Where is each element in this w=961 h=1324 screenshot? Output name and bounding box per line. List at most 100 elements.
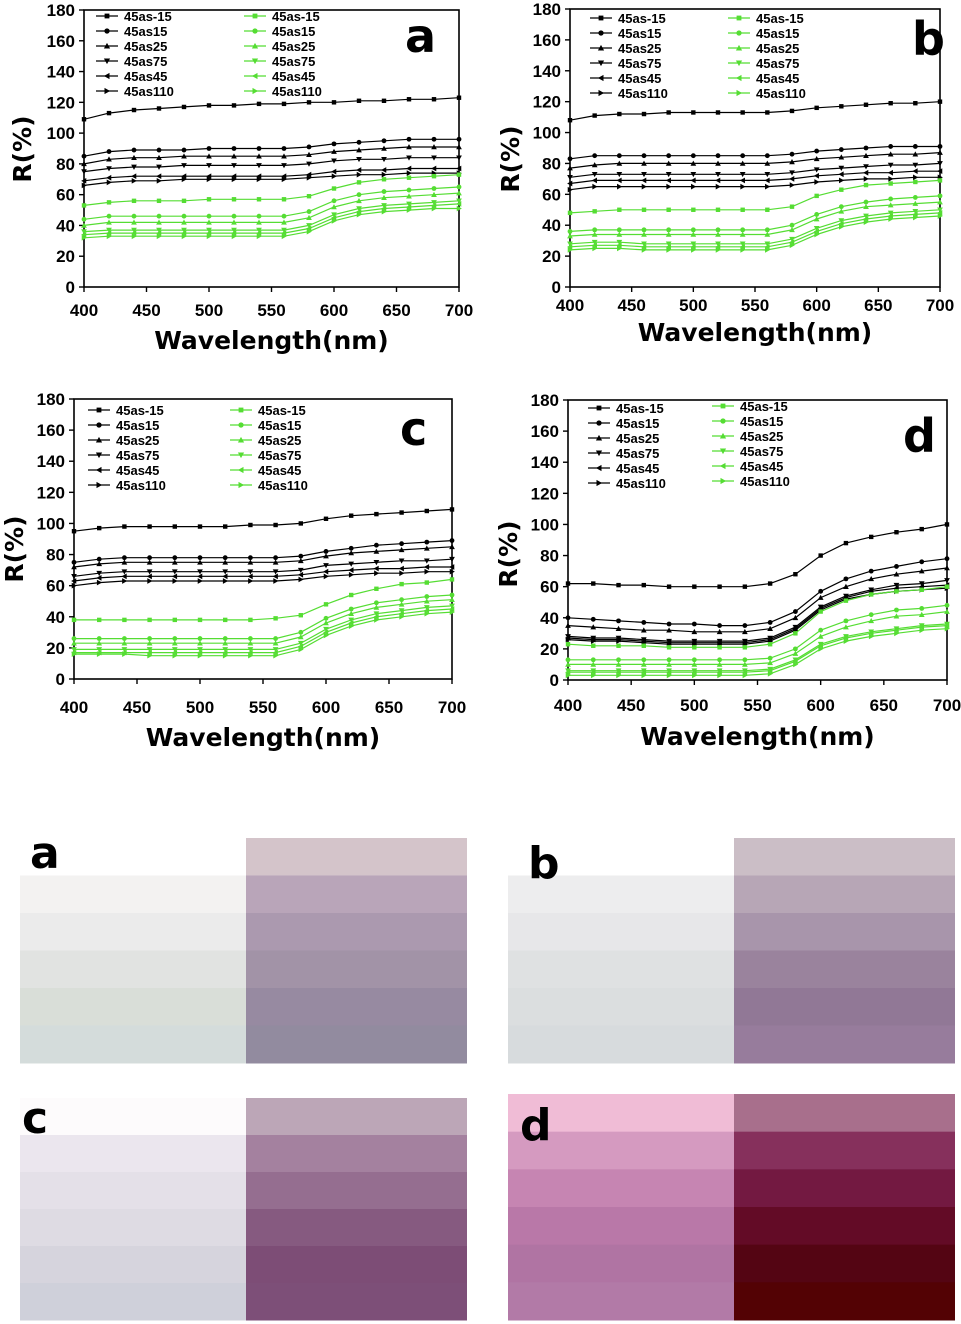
data-point <box>691 183 697 190</box>
data-point <box>348 606 354 612</box>
data-point <box>666 207 671 212</box>
data-point <box>814 211 820 217</box>
data-point <box>181 213 187 219</box>
legend-label: 45as45 <box>618 71 661 86</box>
data-point <box>740 227 746 233</box>
data-point <box>197 649 203 656</box>
series-line <box>73 546 453 568</box>
data-point <box>306 144 312 150</box>
swatch-right-row <box>734 913 955 951</box>
data-point <box>641 241 647 247</box>
legend-label: 45as110 <box>272 84 322 99</box>
chart-a: 400 450 500 550 600 650 700 0 20 40 60 80 100 120 140 1… <box>8 1 473 355</box>
data-point <box>273 522 278 528</box>
data-point <box>231 163 237 169</box>
data-point <box>715 241 721 247</box>
data-point <box>567 118 573 123</box>
legend-label: 45as110 <box>116 478 166 493</box>
legend-label: 45as25 <box>616 431 659 446</box>
data-point <box>456 184 462 190</box>
data-point <box>715 243 721 250</box>
data-point <box>431 200 437 206</box>
legend-marker <box>251 42 259 49</box>
data-point <box>792 650 799 656</box>
data-point <box>298 613 303 618</box>
data-point <box>197 569 203 575</box>
data-point <box>206 197 212 202</box>
data-point <box>298 521 303 526</box>
data-point <box>356 211 362 218</box>
data-point <box>146 569 153 575</box>
data-point <box>717 584 722 589</box>
y-tick-label: 160 <box>531 422 559 441</box>
data-point <box>297 571 304 578</box>
data-point <box>106 156 112 162</box>
data-point <box>222 652 229 659</box>
series-line <box>568 611 948 665</box>
legend-marker <box>735 60 743 67</box>
data-point <box>715 171 721 178</box>
data-point <box>106 110 112 116</box>
data-point <box>81 222 87 228</box>
data-point <box>717 645 722 650</box>
data-point <box>641 672 647 679</box>
data-point <box>863 169 869 176</box>
data-point <box>868 612 874 618</box>
data-point <box>742 657 748 663</box>
data-point <box>944 625 950 632</box>
data-point <box>81 153 87 159</box>
series-line <box>569 145 940 160</box>
data-point <box>406 207 412 213</box>
data-point <box>592 209 597 214</box>
data-point <box>592 113 597 118</box>
data-point <box>641 643 646 648</box>
data-point <box>887 169 893 176</box>
data-point <box>349 592 354 598</box>
data-point <box>813 172 819 179</box>
swatch-left-row <box>20 1283 246 1321</box>
data-point <box>272 569 279 575</box>
legend-marker <box>252 28 258 34</box>
data-point <box>399 597 405 603</box>
data-point <box>641 582 646 588</box>
data-point <box>863 102 869 107</box>
data-point <box>690 177 696 184</box>
data-point <box>172 524 177 529</box>
data-point <box>431 205 437 212</box>
data-point <box>256 146 262 151</box>
data-point <box>381 177 387 182</box>
data-point <box>937 99 943 104</box>
data-point <box>323 620 329 626</box>
data-point <box>197 640 203 646</box>
data-point <box>96 556 102 562</box>
data-point <box>912 144 918 149</box>
data-point <box>106 179 112 186</box>
x-tick-label: 400 <box>60 698 88 717</box>
data-point <box>764 243 770 250</box>
data-point <box>449 538 455 543</box>
data-point <box>431 155 437 161</box>
data-point <box>937 193 943 199</box>
data-point <box>247 640 254 646</box>
data-point <box>424 568 430 575</box>
data-point <box>331 204 337 210</box>
data-point <box>742 628 748 635</box>
legend-label: 45as15 <box>616 416 659 431</box>
legend-marker <box>251 58 259 65</box>
y-tick-label: 0 <box>56 670 65 689</box>
data-point <box>640 669 647 676</box>
data-point <box>937 168 943 175</box>
data-point <box>715 207 721 212</box>
series-45as45-green <box>565 622 950 676</box>
data-point <box>863 176 869 182</box>
y-tick-label: 0 <box>66 278 75 297</box>
data-point <box>739 241 746 247</box>
legend-label: 45as15 <box>116 418 159 433</box>
x-tick-label: 400 <box>70 301 98 320</box>
data-point <box>765 183 771 190</box>
data-point <box>398 601 405 607</box>
data-point <box>641 153 647 159</box>
series-line <box>83 172 459 186</box>
data-point <box>765 247 771 253</box>
data-point <box>373 542 379 548</box>
